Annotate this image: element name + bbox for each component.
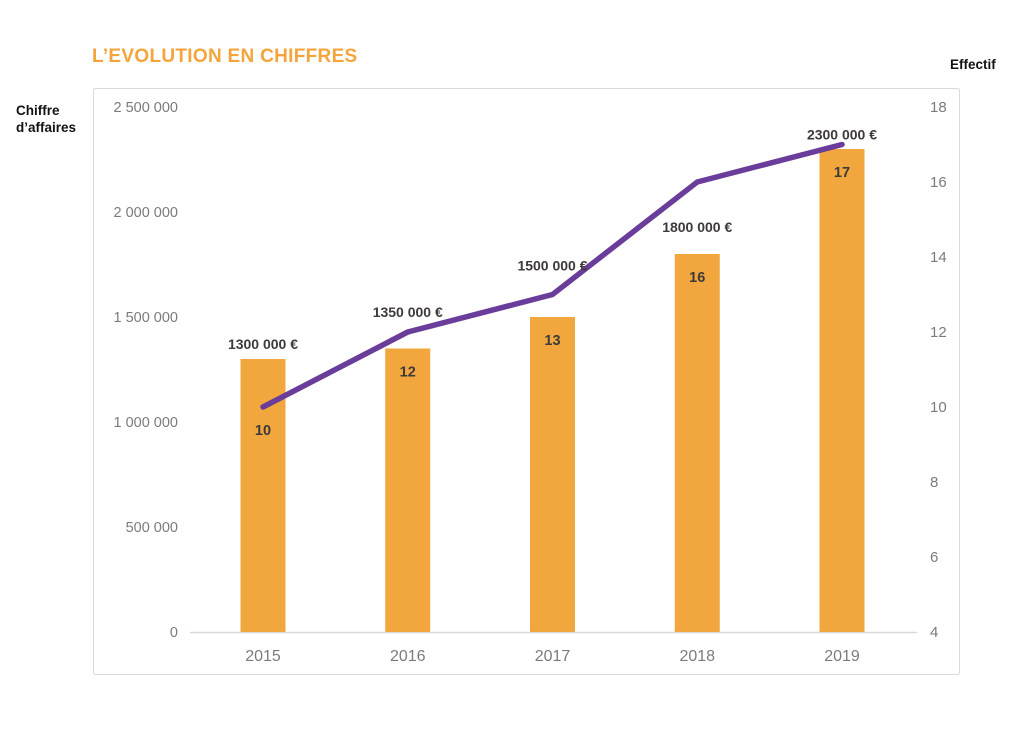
right-axis-title: Effectif	[950, 57, 996, 72]
effectif-label-2019: 17	[834, 165, 850, 181]
revenue-label-2017: 1500 000 €	[517, 258, 587, 274]
left-axis-tick: 1 500 000	[113, 310, 178, 326]
revenue-label-2018: 1800 000 €	[662, 219, 732, 235]
year-label-2015: 2015	[245, 648, 281, 665]
right-axis-tick: 18	[930, 99, 947, 116]
right-axis-tick: 10	[930, 399, 947, 416]
bar-2019	[819, 149, 865, 632]
year-label-2017: 2017	[535, 648, 571, 665]
effectif-label-2015: 10	[255, 423, 271, 439]
bar-2017	[530, 317, 575, 632]
right-axis-tick: 16	[930, 174, 947, 191]
year-label-2018: 2018	[679, 648, 715, 665]
right-axis-tick: 12	[930, 324, 947, 341]
plot-frame	[93, 88, 960, 675]
right-axis-tick: 14	[930, 249, 947, 266]
left-axis-title: Chiffre d’affaires	[16, 103, 77, 135]
left-axis-tick: 2 000 000	[113, 205, 178, 221]
year-label-2019: 2019	[824, 648, 860, 665]
right-axis-tick: 8	[930, 474, 938, 491]
bar-2016	[385, 348, 431, 632]
left-axis-tick: 2 500 000	[113, 100, 178, 116]
year-label-2016: 2016	[390, 648, 426, 665]
bar-2018	[674, 254, 720, 632]
effectif-label-2018: 16	[689, 270, 705, 286]
effectif-line	[260, 141, 845, 410]
left-axis-tick: 1 000 000	[113, 415, 178, 431]
right-axis-tick: 6	[930, 549, 938, 566]
revenue-label-2015: 1300 000 €	[228, 336, 298, 352]
revenue-label-2019: 2300 000 €	[807, 127, 877, 143]
revenue-label-2016: 1350 000 €	[373, 304, 443, 320]
effectif-label-2016: 12	[400, 365, 416, 381]
right-axis-tick: 4	[930, 624, 938, 641]
left-axis-tick: 500 000	[126, 520, 178, 536]
chart-title: L’EVOLUTION EN CHIFFRES	[92, 46, 358, 67]
left-axis-tick: 0	[170, 625, 178, 641]
effectif-label-2017: 13	[544, 333, 560, 349]
